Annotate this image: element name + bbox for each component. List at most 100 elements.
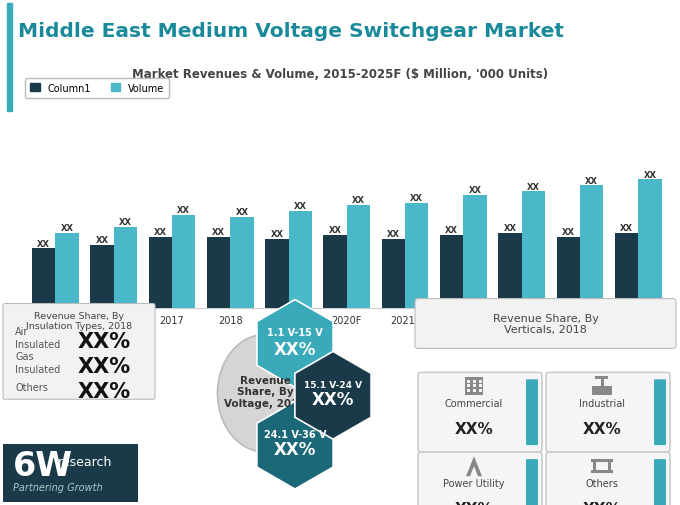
Bar — [593, 460, 596, 473]
Text: XX%: XX% — [274, 440, 316, 458]
Bar — [207, 237, 231, 308]
Bar — [172, 216, 195, 308]
Bar — [32, 249, 55, 308]
Bar — [347, 206, 370, 308]
Bar — [595, 377, 609, 379]
Text: XX: XX — [352, 196, 365, 205]
Text: XX: XX — [643, 170, 656, 179]
Bar — [479, 380, 482, 383]
FancyBboxPatch shape — [418, 373, 542, 452]
Text: XX: XX — [562, 227, 575, 236]
Bar — [591, 460, 613, 462]
Bar — [324, 235, 347, 308]
Bar — [557, 237, 580, 308]
FancyBboxPatch shape — [418, 452, 542, 505]
Text: XX%: XX% — [274, 341, 316, 359]
Bar — [467, 380, 470, 383]
Bar — [405, 204, 428, 308]
Polygon shape — [257, 401, 333, 489]
Bar — [55, 233, 79, 308]
Text: XX%: XX% — [78, 357, 131, 377]
Bar — [467, 390, 470, 392]
Text: XX: XX — [503, 224, 517, 232]
Bar — [473, 390, 477, 392]
Bar — [90, 245, 114, 308]
FancyBboxPatch shape — [654, 380, 666, 445]
Bar — [7, 4, 12, 112]
Text: XX%: XX% — [78, 332, 131, 351]
Text: Air
Insulated: Air Insulated — [15, 327, 61, 349]
FancyBboxPatch shape — [546, 452, 670, 505]
FancyBboxPatch shape — [526, 380, 538, 445]
Text: 6W: 6W — [13, 449, 73, 482]
Text: Market Revenues & Volume, 2015-2025F ($ Million, '000 Units): Market Revenues & Volume, 2015-2025F ($ … — [132, 68, 548, 81]
Text: XX: XX — [271, 229, 284, 238]
Text: XX: XX — [410, 194, 423, 203]
Bar — [463, 196, 487, 308]
Text: Others: Others — [585, 478, 618, 488]
Text: XX: XX — [620, 224, 633, 232]
FancyBboxPatch shape — [546, 373, 670, 452]
Bar — [479, 384, 482, 387]
FancyBboxPatch shape — [526, 459, 538, 505]
Bar — [615, 233, 639, 308]
Legend: Column1, Volume: Column1, Volume — [25, 79, 169, 98]
Text: XX: XX — [177, 206, 190, 215]
Polygon shape — [466, 457, 482, 476]
Polygon shape — [295, 351, 371, 439]
Text: XX: XX — [469, 186, 481, 195]
Text: Revenue Share, By
Verticals, 2018: Revenue Share, By Verticals, 2018 — [492, 313, 598, 335]
Text: XX%: XX% — [583, 421, 622, 436]
Bar — [231, 218, 254, 308]
Text: XX: XX — [235, 208, 248, 217]
Bar — [608, 460, 611, 473]
Text: Revenue Share, By
Insulation Types, 2018: Revenue Share, By Insulation Types, 2018 — [26, 311, 132, 330]
Text: XX: XX — [154, 227, 167, 236]
Text: XX%: XX% — [455, 421, 494, 436]
Text: XX: XX — [61, 224, 73, 232]
Text: XX: XX — [328, 225, 341, 234]
Text: Middle East Medium Voltage Switchgear Market: Middle East Medium Voltage Switchgear Ma… — [18, 22, 564, 40]
Text: Others: Others — [15, 383, 48, 392]
Bar — [639, 180, 662, 308]
Text: 24.1 V-36 V: 24.1 V-36 V — [264, 429, 326, 439]
Bar — [591, 470, 613, 473]
Bar — [265, 239, 288, 308]
Bar — [580, 186, 603, 308]
Bar — [440, 235, 463, 308]
Text: XX: XX — [37, 239, 50, 248]
Ellipse shape — [218, 335, 313, 452]
Text: XX%: XX% — [455, 501, 494, 505]
Bar — [600, 378, 604, 387]
FancyBboxPatch shape — [3, 304, 155, 399]
Text: Gas
Insulated: Gas Insulated — [15, 351, 61, 374]
Text: XX: XX — [294, 202, 307, 211]
Text: research: research — [58, 454, 112, 468]
Text: Partnering Growth: Partnering Growth — [13, 482, 103, 492]
Text: Power Utility: Power Utility — [443, 478, 505, 488]
Bar — [288, 212, 312, 308]
Bar — [592, 387, 612, 395]
Bar — [149, 237, 172, 308]
Text: XX: XX — [585, 176, 598, 185]
Text: Revenue
Share, By
Voltage, 2018: Revenue Share, By Voltage, 2018 — [224, 375, 306, 408]
Bar — [114, 227, 137, 308]
Text: Industrial: Industrial — [579, 398, 625, 409]
Polygon shape — [257, 300, 333, 387]
Bar — [467, 384, 470, 387]
Text: XX: XX — [445, 225, 458, 234]
Bar — [465, 378, 483, 395]
Text: XX%: XX% — [312, 390, 354, 409]
Text: XX: XX — [212, 227, 225, 236]
Text: XX%: XX% — [583, 501, 622, 505]
Text: XX: XX — [95, 235, 109, 244]
Text: 1.1 V-15 V: 1.1 V-15 V — [267, 328, 323, 338]
Text: 15.1 V-24 V: 15.1 V-24 V — [304, 380, 362, 389]
Text: XX%: XX% — [78, 382, 131, 401]
Text: XX: XX — [119, 218, 132, 227]
FancyBboxPatch shape — [3, 444, 138, 502]
Bar — [381, 239, 405, 308]
FancyBboxPatch shape — [654, 459, 666, 505]
Text: XX: XX — [387, 229, 400, 238]
Bar — [479, 390, 482, 392]
